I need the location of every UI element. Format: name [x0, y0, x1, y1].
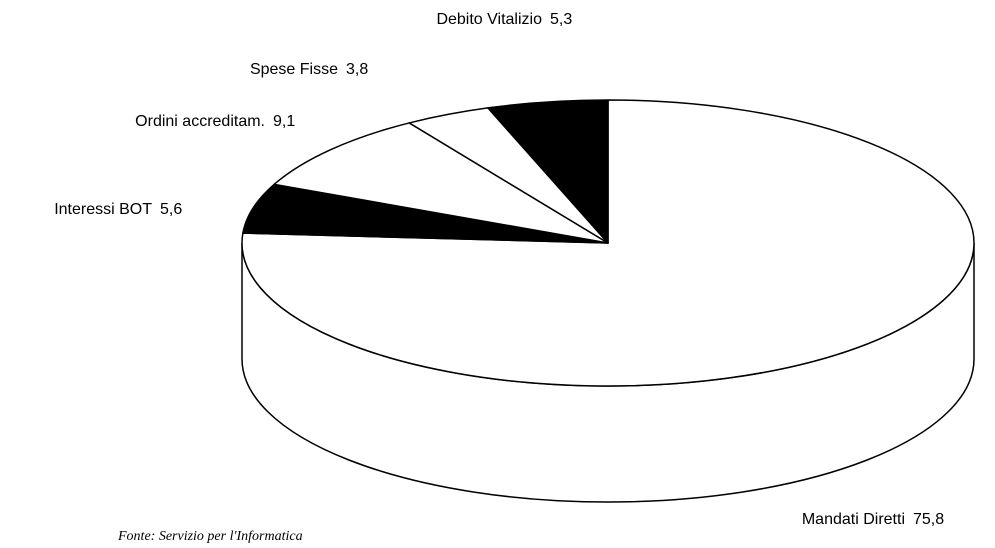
- pie-slice: [242, 183, 609, 244]
- slice-label: Interessi BOT: [54, 201, 152, 218]
- slice-value: 5,3: [550, 11, 572, 28]
- pie-slice: [273, 122, 609, 244]
- slice-label: Ordini accreditam.: [135, 113, 265, 130]
- slice-value: 3,8: [346, 61, 368, 78]
- slice-value: 9,1: [273, 113, 295, 130]
- slice-label: Spese Fisse: [250, 61, 338, 78]
- slice-value: 5,6: [160, 201, 182, 218]
- slice-label: Mandati Diretti: [802, 511, 905, 528]
- slice-value: 75,8: [913, 511, 944, 528]
- source-note: Fonte: Servizio per l'Informatica: [117, 529, 303, 544]
- pie-slice: [487, 99, 609, 244]
- slice-label: Debito Vitalizio: [436, 11, 542, 28]
